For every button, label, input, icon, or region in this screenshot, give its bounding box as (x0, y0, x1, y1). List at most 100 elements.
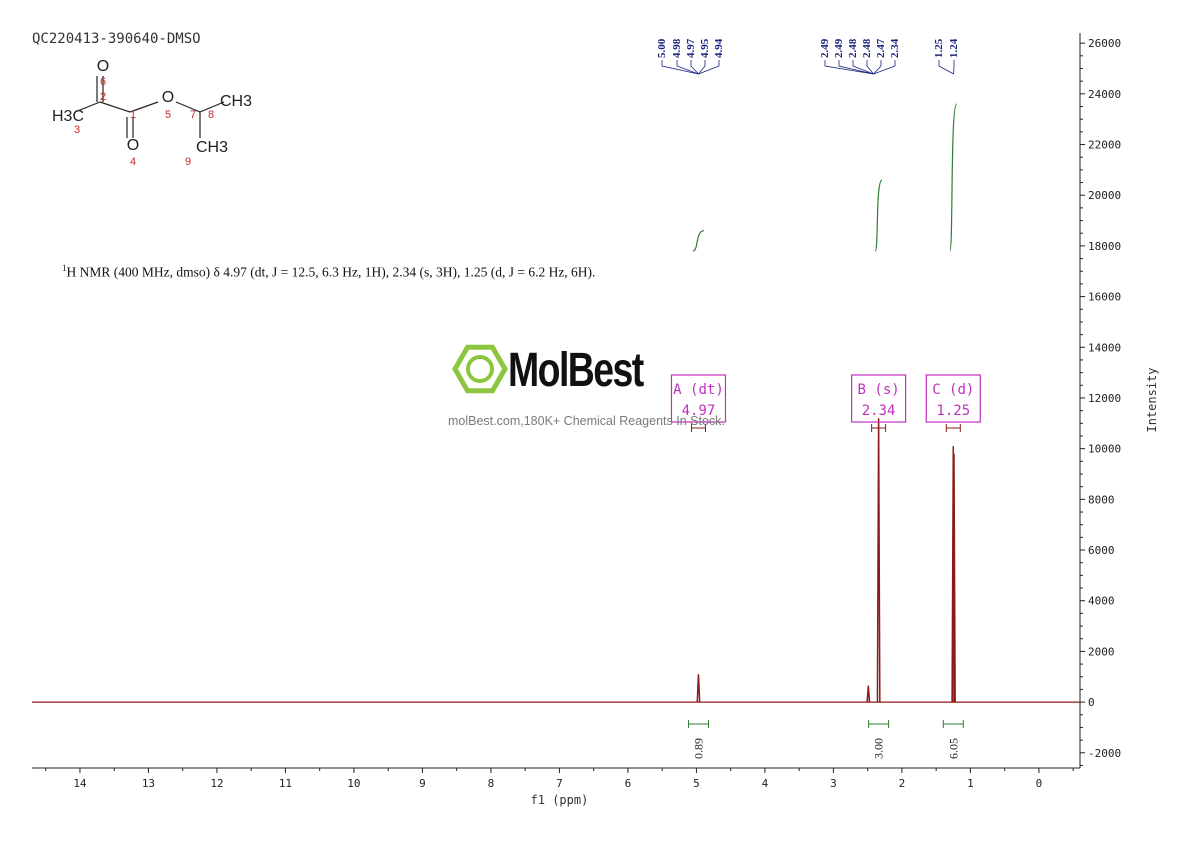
multiplet-label: C (d) (932, 382, 974, 398)
molecule-bond (129, 101, 159, 113)
y-tick-label: -2000 (1088, 747, 1121, 760)
peak-label-connector (873, 60, 882, 75)
logo-hexagon (452, 344, 508, 394)
peak-ppm-label: 2.49 (833, 38, 845, 58)
watermark-tagline: molBest.com,180K+ Chemical Reagents In S… (448, 414, 725, 428)
x-tick-label: 9 (419, 777, 426, 790)
peak-ppm-label: 4.94 (713, 38, 725, 58)
y-tick-label: 22000 (1088, 139, 1121, 152)
y-tick-label: 6000 (1088, 544, 1115, 557)
molecule-atom: 7 (190, 109, 196, 121)
y-tick-label: 4000 (1088, 595, 1115, 608)
peak-ppm-label: 2.49 (819, 38, 831, 58)
x-tick-label: 10 (347, 777, 360, 790)
logo-ring (466, 355, 494, 383)
y-axis-ticks: 2600024000220002000018000160001400012000… (1080, 37, 1121, 766)
peak-label-connector (852, 60, 874, 75)
peak-ppm-label: 5.00 (656, 38, 668, 58)
multiplet-box (925, 374, 981, 423)
multiplet-label: B (s) (858, 382, 900, 398)
x-tick-label: 11 (279, 777, 292, 790)
multiplet-label: A (dt) (673, 382, 724, 398)
x-tick-label: 7 (556, 777, 563, 790)
x-tick-label: 8 (488, 777, 495, 790)
y-tick-label: 20000 (1088, 189, 1121, 202)
molecule-atom: 2 (100, 91, 106, 103)
integral-curve (874, 179, 883, 252)
molecule-atom: 5 (165, 109, 171, 121)
molecule-atom: CH3 (196, 139, 228, 156)
peak-ppm-label: 2.34 (889, 38, 901, 58)
molecule-atom: 8 (208, 109, 214, 121)
integral-curve (949, 103, 958, 252)
y-tick-label: 12000 (1088, 392, 1121, 405)
sample-id: QC220413-390640-DMSO (32, 31, 201, 47)
integral-value: 3.00 (872, 738, 886, 759)
x-tick-label: 1 (967, 777, 974, 790)
x-tick-label: 3 (830, 777, 837, 790)
nmr-description: 1H NMR (400 MHz, dmso) δ 4.97 (dt, J = 1… (62, 259, 622, 282)
y-axis-label: Intensity (1145, 367, 1159, 432)
y-tick-label: 8000 (1088, 493, 1115, 506)
integral-value: 6.05 (946, 738, 960, 759)
molecule-atom: O (162, 89, 174, 106)
x-tick-label: 2 (899, 777, 906, 790)
watermark-brand: MolBest (508, 344, 644, 397)
molecule-atom: CH3 (220, 93, 252, 110)
spectrum-peak (876, 418, 881, 703)
spectrum-trace (32, 418, 1080, 703)
peak-label-connector (690, 60, 699, 75)
multiplet-boxes: A (dt) 4.97 B (s) 2.34 C (d) 1.25 (670, 374, 981, 432)
peak-label-connector (698, 60, 720, 75)
y-tick-label: 18000 (1088, 240, 1121, 253)
peak-ppm-label: 2.48 (847, 38, 859, 58)
peak-label-connector (866, 60, 874, 75)
x-tick-label: 4 (762, 777, 769, 790)
peak-label-connector (824, 60, 874, 75)
spectrum-peak (952, 453, 956, 703)
multiplet-value: 4.97 (682, 403, 716, 419)
peak-ppm-label: 2.48 (861, 38, 873, 58)
integral-value: 0.89 (691, 738, 705, 759)
integral-curve (692, 230, 705, 252)
peak-label-connector (938, 60, 954, 75)
y-tick-label: 24000 (1088, 88, 1121, 101)
y-tick-label: 2000 (1088, 645, 1115, 658)
spectrum-peak (696, 674, 701, 703)
molecule-atom: 9 (185, 156, 191, 168)
molecule-atom: 6 (100, 76, 106, 88)
multiplet-box (851, 374, 907, 423)
x-axis-ticks: 14 13 12 11 10 9 8 7 6 5 4 3 2 1 0 (45, 768, 1074, 790)
peak-ppm-label: 4.95 (699, 38, 711, 58)
peak-ppm-label: 2.47 (875, 38, 887, 58)
y-tick-label: 14000 (1088, 341, 1121, 354)
molbest-logo-icon (452, 344, 508, 394)
multiplet-value: 2.34 (862, 403, 896, 419)
x-tick-label: 13 (142, 777, 155, 790)
peak-ppm-label: 1.24 (948, 38, 960, 58)
nmr-sup: 1 (62, 263, 67, 273)
peak-ppm-label: 1.25 (933, 38, 945, 58)
peak-label-connector (661, 60, 699, 75)
y-tick-label: 16000 (1088, 291, 1121, 304)
spectrum-peak (866, 685, 871, 703)
molecule-bond (74, 101, 101, 113)
x-tick-label: 14 (73, 777, 87, 790)
x-tick-label: 12 (210, 777, 223, 790)
molecule-atom: 3 (74, 124, 80, 136)
x-tick-label: 6 (625, 777, 632, 790)
molecule-atom: O (97, 58, 109, 75)
molecule-atom: 4 (130, 156, 136, 168)
peak-ppm-label: 4.97 (685, 38, 697, 58)
molecule-atom: H3C (52, 108, 84, 125)
y-tick-label: 10000 (1088, 443, 1121, 456)
peak-label-connector (698, 60, 706, 75)
peak-ppm-label: 4.98 (671, 38, 683, 58)
y-tick-label: 26000 (1088, 37, 1121, 50)
peak-label-connector (838, 60, 874, 75)
y-tick-label: 0 (1088, 696, 1095, 709)
molecule-bond (199, 101, 225, 113)
x-tick-label: 5 (693, 777, 700, 790)
